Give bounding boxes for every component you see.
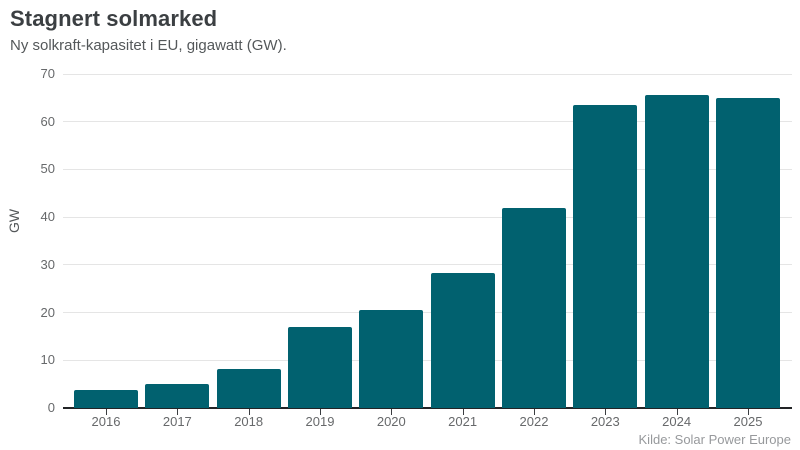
x-tick-label-2016: 2016 [91,414,121,429]
bar-2016 [74,390,138,408]
gridline-y-40 [63,216,792,218]
plot-area [63,73,792,409]
y-tick-label-20: 20 [40,304,55,320]
y-tick-label-60: 60 [40,113,55,129]
y-tick-label-10: 10 [40,352,55,368]
chart-title: Stagnert solmarked [10,6,218,31]
x-tick-label-2021: 2021 [448,414,478,429]
x-tick-2025 [747,409,749,415]
bar-2018 [216,369,281,408]
y-tick-label-70: 70 [40,66,55,81]
x-tick-label-2018: 2018 [234,414,264,429]
gridline-y-10 [63,359,792,361]
x-tick-2020 [391,409,393,415]
source-attribution: Kilde: Solar Power Europe [638,432,791,447]
bar-2019 [287,327,352,408]
bar-2024 [644,95,709,408]
x-tick-label-2020: 2020 [376,414,406,429]
gridline-y-20 [63,312,792,314]
x-axis-line [63,407,792,409]
x-tick-2022 [533,409,535,415]
x-tick-2018 [248,409,250,415]
x-tick-2016 [106,409,107,415]
bar-2025 [715,97,780,408]
x-tick-2024 [676,409,678,415]
x-tick-label-2017: 2017 [162,414,192,429]
gridline-y-70 [63,73,792,75]
x-tick-label-2024: 2024 [662,414,692,429]
chart-subtitle: Ny solkraft-kapasitet i EU, gigawatt (GW… [10,37,287,54]
y-tick-label-40: 40 [40,209,55,225]
x-tick-label-2019: 2019 [305,414,335,429]
gridline-y-30 [63,264,792,266]
bar-2023 [573,105,638,408]
bar-2022 [501,207,566,408]
gridline-y-60 [63,121,792,123]
x-tick-2021 [462,409,464,415]
y-tick-label-0: 0 [47,400,55,415]
x-tick-2023 [605,409,607,415]
y-tick-label-30: 30 [40,256,55,272]
x-tick-label-2022: 2022 [519,414,549,429]
bar-2021 [430,273,495,408]
x-tick-label-2025: 2025 [733,414,763,429]
y-tick-label-50: 50 [40,161,55,177]
bar-2020 [359,310,424,408]
x-tick-2019 [319,409,321,415]
x-tick-label-2023: 2023 [590,414,620,429]
bar-2017 [145,384,210,408]
gridline-y-50 [63,168,792,170]
x-tick-2017 [177,409,179,415]
